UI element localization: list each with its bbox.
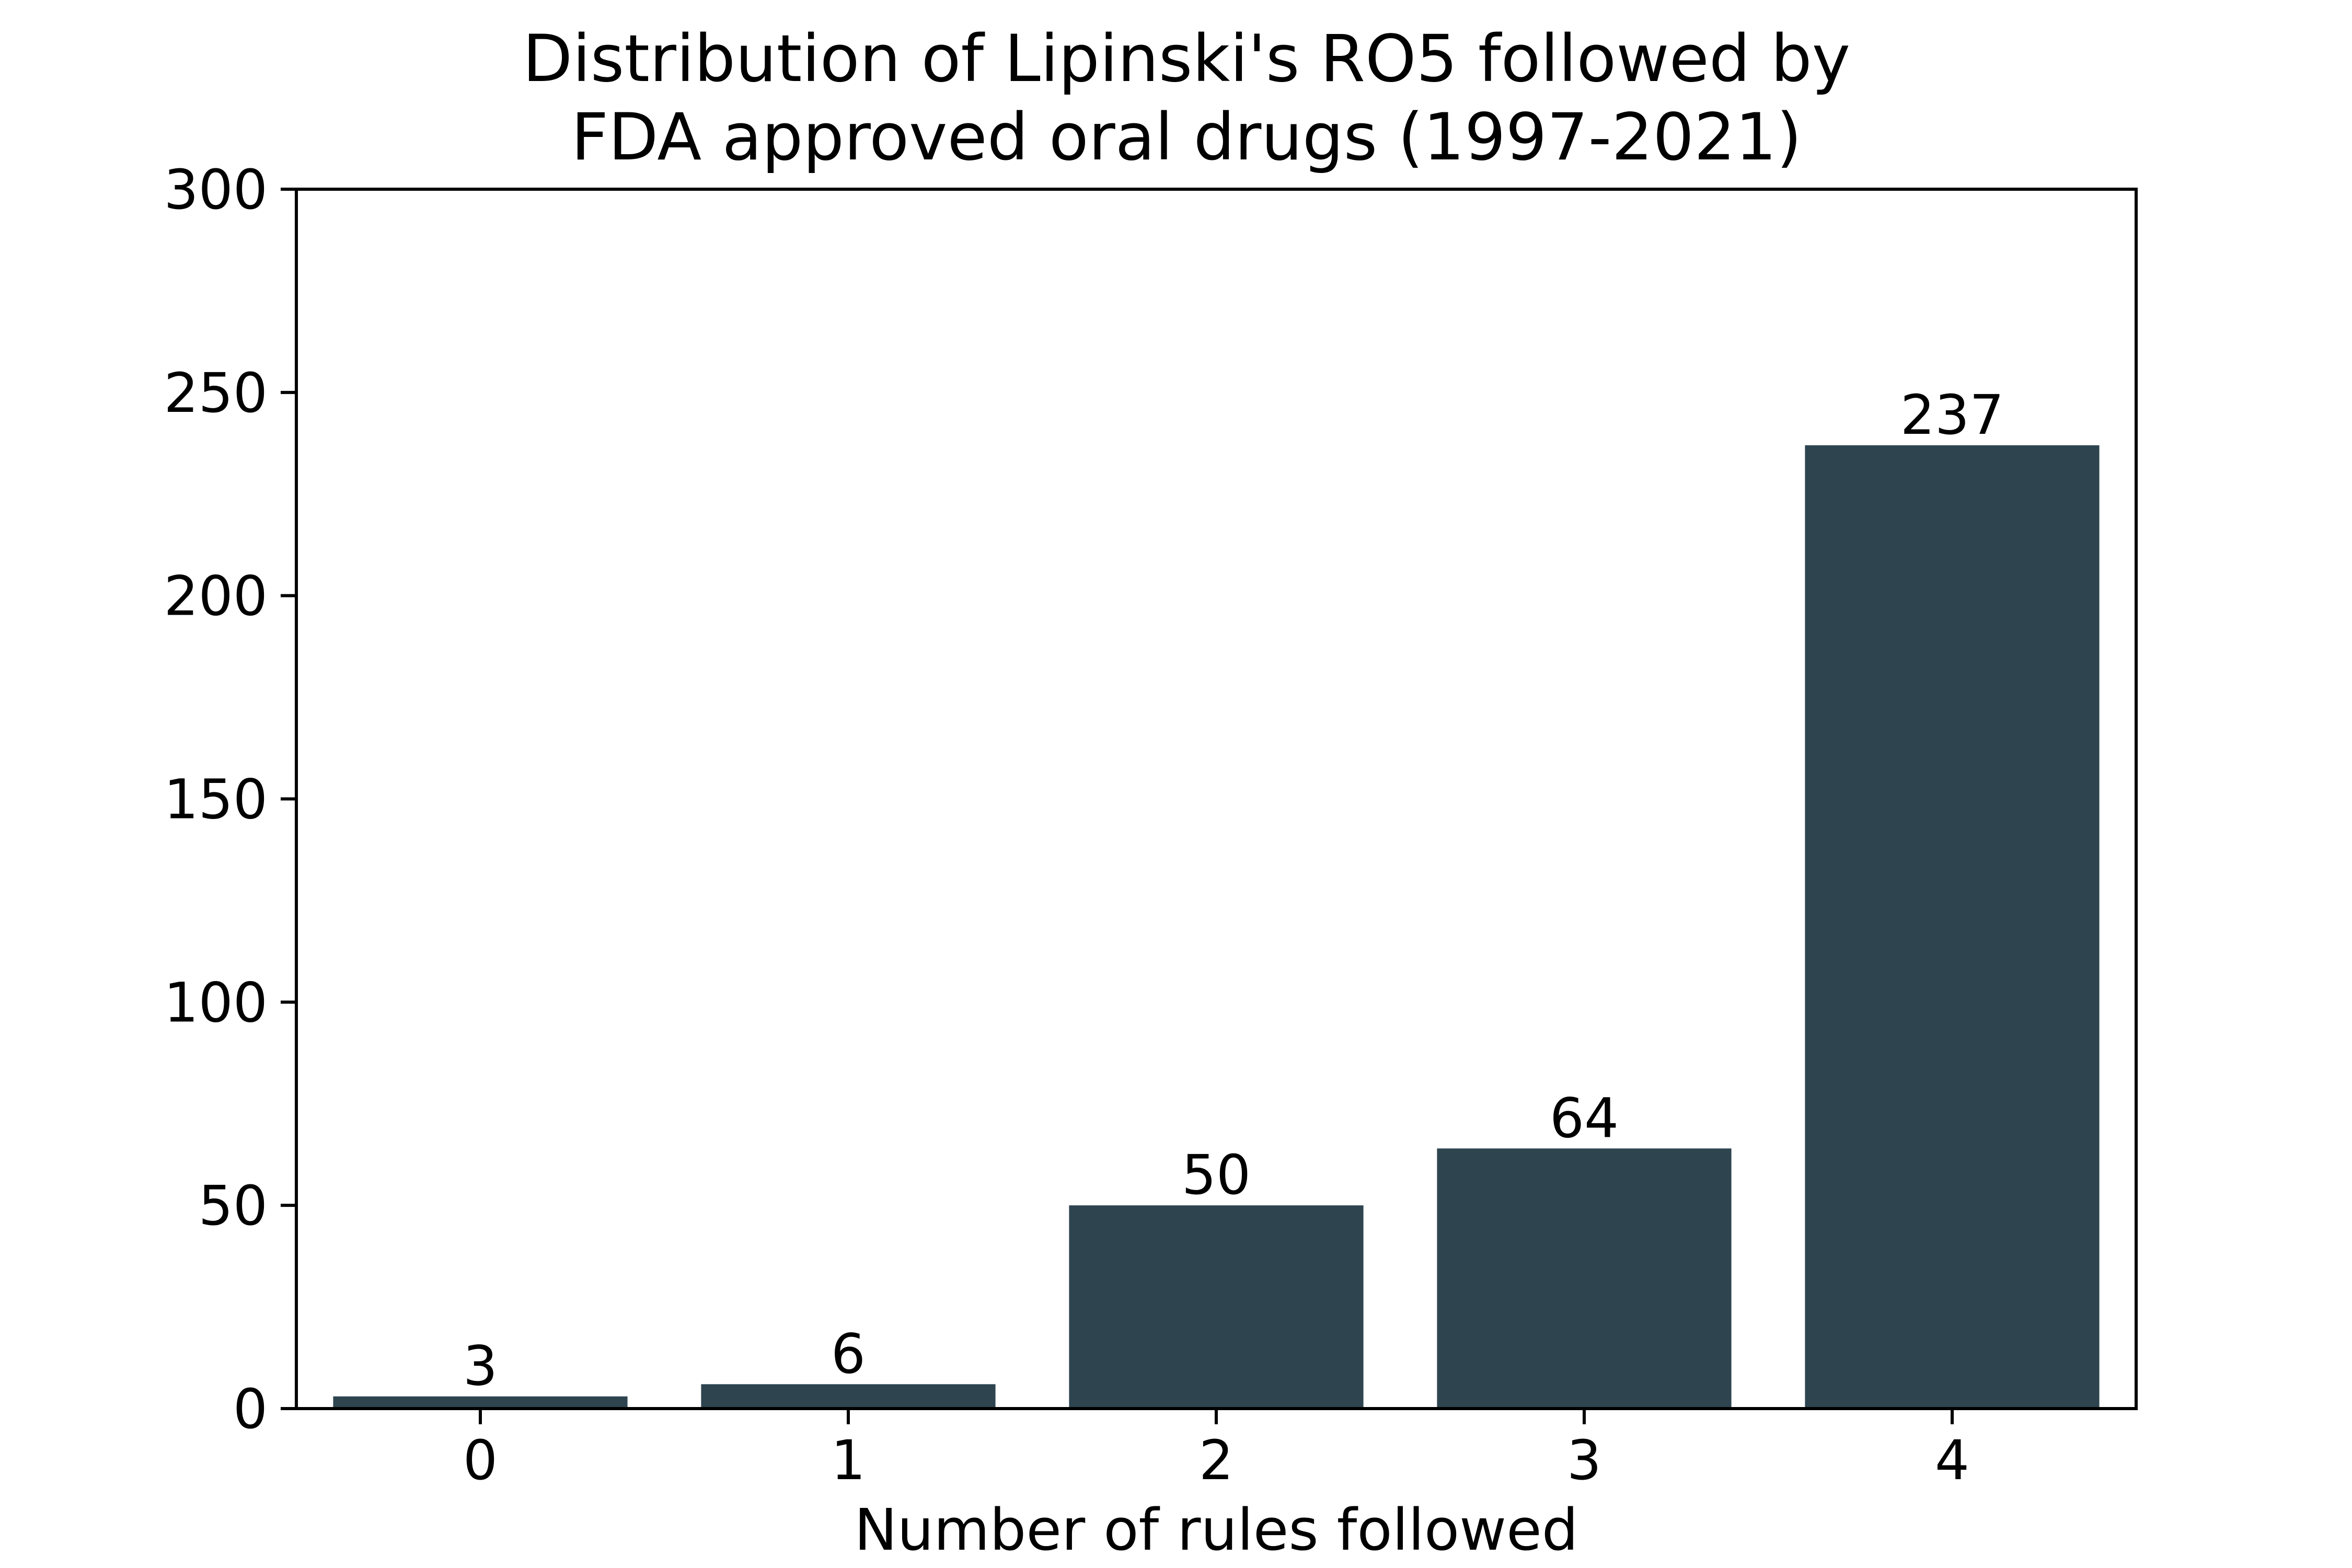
- bar-1: [701, 1384, 996, 1409]
- x-tick-label-1: 1: [831, 1428, 866, 1492]
- y-tick-label-200: 200: [164, 564, 268, 628]
- x-tick-label-2: 2: [1199, 1428, 1233, 1492]
- data-label-3: 64: [1550, 1086, 1619, 1150]
- data-label-0: 3: [463, 1334, 498, 1398]
- chart-title-line-1: Distribution of Lipinski's RO5 followed …: [523, 21, 1850, 97]
- y-tick-label-0: 0: [233, 1377, 268, 1441]
- x-tick-label-4: 4: [1935, 1428, 1969, 1492]
- bar-2: [1069, 1205, 1364, 1409]
- x-tick-label-0: 0: [463, 1428, 498, 1492]
- x-tick-label-3: 3: [1567, 1428, 1601, 1492]
- chart-title-line-2: FDA approved oral drugs (1997-2021): [571, 100, 1802, 175]
- y-tick-label-50: 50: [199, 1174, 268, 1238]
- bar-3: [1437, 1148, 1732, 1409]
- y-axis: 0 50 100 150 200 250 300: [164, 158, 296, 1441]
- bar-4: [1805, 445, 2100, 1409]
- data-label-2: 50: [1182, 1143, 1251, 1207]
- y-tick-label-250: 250: [164, 361, 268, 425]
- chart-title: Distribution of Lipinski's RO5 followed …: [523, 21, 1850, 175]
- y-tick-label-150: 150: [164, 768, 268, 832]
- bars-group: [333, 445, 2100, 1409]
- data-label-1: 6: [831, 1322, 866, 1386]
- x-axis: 0 1 2 3 4: [463, 1409, 1969, 1492]
- x-axis-label: Number of rules followed: [854, 1496, 1578, 1563]
- y-tick-label-300: 300: [164, 158, 268, 222]
- y-tick-label-100: 100: [164, 971, 268, 1034]
- bar-0: [333, 1396, 628, 1409]
- data-label-4: 237: [1900, 383, 2004, 447]
